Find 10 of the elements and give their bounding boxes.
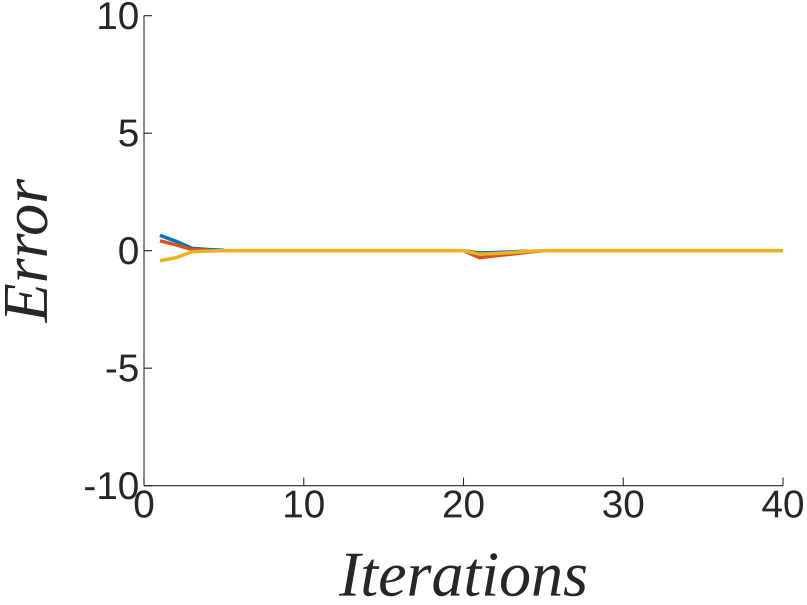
- x-tick-label: 40: [762, 490, 803, 518]
- y-tick-label: 5: [119, 120, 138, 147]
- x-axis-title: Iterations: [338, 553, 586, 596]
- x-tick-label: 20: [444, 490, 484, 518]
- y-axis-title: Error: [4, 178, 48, 324]
- y-tick-label: -5: [106, 354, 138, 382]
- y-tick-label: 10: [99, 2, 138, 30]
- y-tick-label: 0: [119, 236, 138, 264]
- x-tick-label: 10: [285, 490, 324, 518]
- x-tick-label: 30: [603, 490, 644, 518]
